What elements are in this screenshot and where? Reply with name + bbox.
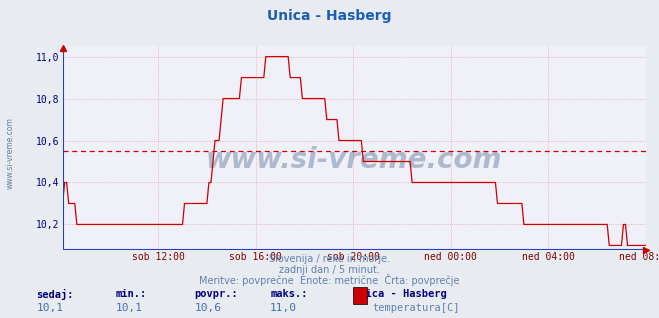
Text: www.si-vreme.com: www.si-vreme.com: [206, 146, 502, 174]
Text: Unica - Hasberg: Unica - Hasberg: [353, 289, 446, 300]
Text: 10,6: 10,6: [194, 303, 221, 313]
Text: Meritve: povprečne  Enote: metrične  Črta: povprečje: Meritve: povprečne Enote: metrične Črta:…: [199, 274, 460, 286]
Text: sedaj:: sedaj:: [36, 289, 74, 301]
Text: 10,1: 10,1: [36, 303, 63, 313]
Text: zadnji dan / 5 minut.: zadnji dan / 5 minut.: [279, 265, 380, 274]
Text: temperatura[C]: temperatura[C]: [372, 303, 460, 313]
Text: 10,1: 10,1: [115, 303, 142, 313]
Text: Unica - Hasberg: Unica - Hasberg: [268, 9, 391, 23]
Text: Slovenija / reke in morje.: Slovenija / reke in morje.: [269, 254, 390, 264]
Text: maks.:: maks.:: [270, 289, 308, 299]
Text: 11,0: 11,0: [270, 303, 297, 313]
Text: povpr.:: povpr.:: [194, 289, 238, 299]
Text: min.:: min.:: [115, 289, 146, 299]
Text: www.si-vreme.com: www.si-vreme.com: [5, 117, 14, 189]
